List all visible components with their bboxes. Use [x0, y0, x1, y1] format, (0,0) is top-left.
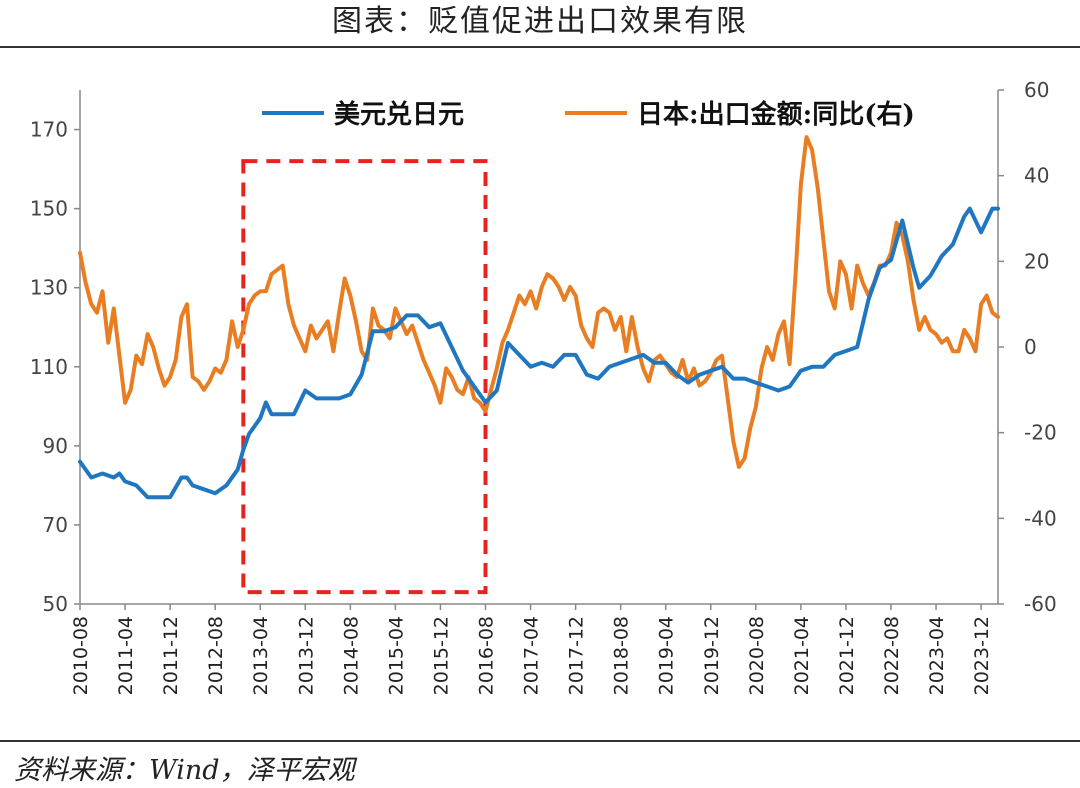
legend: 美元兑日元 日本:出口金额:同比(右) — [262, 99, 915, 130]
left-tick-label: 70 — [43, 513, 68, 537]
highlight-box — [241, 159, 488, 595]
x-tick-label: 2015-04 — [385, 616, 407, 695]
x-tick-label: 2019-04 — [656, 616, 678, 695]
x-tick-label: 2011-04 — [115, 616, 137, 695]
right-tick-label: 20 — [1024, 249, 1049, 273]
x-tick-label: 2016-08 — [475, 616, 497, 695]
x-tick-label: 2023-12 — [971, 616, 993, 695]
chart: 50 70 90 110 130 150 170 -60 -40 -20 0 20 40 60 2010-0… — [30, 78, 1057, 695]
right-tick-label: 0 — [1024, 335, 1037, 359]
japan-export-yoy-line — [78, 135, 1000, 469]
page-title: 图表：贬值促进出口效果有限 — [332, 4, 748, 39]
x-tick-label: 2012-08 — [205, 616, 227, 695]
x-tick-label: 2023-04 — [926, 616, 948, 695]
x-tick-label: 2017-04 — [521, 616, 543, 695]
right-tick-label: -40 — [1024, 506, 1057, 530]
x-tick-label: 2010-08 — [70, 616, 92, 695]
x-tick-label: 2013-04 — [250, 616, 272, 695]
chart-axes: 50 70 90 110 130 150 170 -60 -40 -20 0 20 40 60 2010-0… — [30, 78, 1057, 695]
legend-label: 日本:出口金额:同比(右) — [637, 99, 915, 130]
series-layer — [78, 135, 1000, 500]
x-tick-label: 2014-08 — [340, 616, 362, 695]
left-tick-label: 170 — [30, 118, 68, 142]
left-tick-label: 130 — [30, 276, 68, 300]
x-tick-label: 2022-08 — [881, 616, 903, 695]
left-tick-label: 150 — [30, 197, 68, 221]
x-tick-label: 2020-08 — [746, 616, 768, 695]
x-tick-label: 2018-08 — [611, 616, 633, 695]
x-tick-label: 2021-04 — [791, 616, 813, 695]
right-tick-label: -60 — [1024, 592, 1057, 616]
x-tick-label: 2019-12 — [701, 616, 723, 695]
left-tick-label: 110 — [30, 355, 68, 379]
legend-label: 美元兑日元 — [334, 99, 464, 130]
left-tick-label: 50 — [43, 592, 68, 616]
left-tick-label: 90 — [43, 434, 68, 458]
usd-jpy-line — [78, 206, 1000, 500]
x-tick-label: 2011-12 — [160, 616, 182, 695]
x-tick-label: 2017-12 — [566, 616, 588, 695]
right-tick-label: 40 — [1024, 164, 1049, 188]
x-tick-label: 2015-12 — [430, 616, 452, 695]
right-tick-label: -20 — [1024, 421, 1057, 445]
highlight-box-layer — [241, 159, 488, 595]
right-tick-label: 60 — [1024, 78, 1049, 102]
footer-divider — [0, 740, 1080, 742]
source-note: 资料来源：Wind，泽平宏观 — [14, 755, 355, 786]
x-tick-label: 2021-12 — [836, 616, 858, 695]
x-tick-label: 2013-12 — [295, 616, 317, 695]
title-divider — [0, 46, 1080, 48]
